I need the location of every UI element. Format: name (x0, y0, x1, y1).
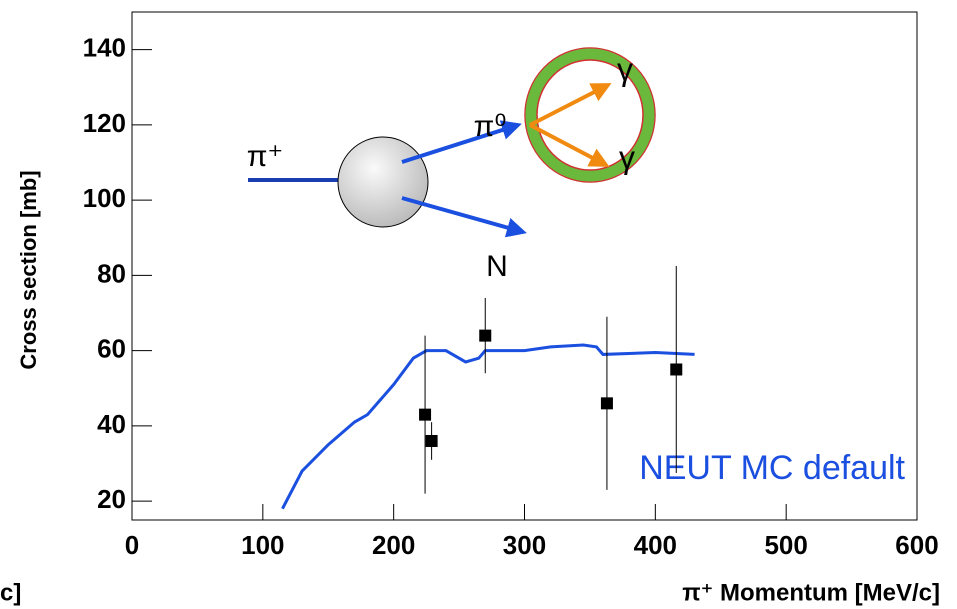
annotation: π⁰ (474, 110, 507, 143)
data-point (419, 409, 431, 421)
y-tick-label: 140 (83, 33, 126, 63)
x-tick-label: 500 (764, 530, 807, 560)
data-point (670, 363, 682, 375)
y-tick-label: 100 (83, 183, 126, 213)
y-tick-label: 80 (97, 258, 126, 288)
x-tick-label: 300 (503, 530, 546, 560)
x-tick-label: 0 (125, 530, 139, 560)
data-point (479, 330, 491, 342)
arrow (402, 198, 523, 232)
y-tick-label: 120 (83, 108, 126, 138)
y-tick-label: 40 (97, 409, 126, 439)
x-tick-label: 600 (895, 530, 938, 560)
y-tick-label: 20 (97, 484, 126, 514)
x-tick-label: 200 (372, 530, 415, 560)
plot-frame (132, 12, 917, 520)
x-axis-label: π⁺ Momentum [MeV/c] (682, 579, 940, 606)
data-point (601, 397, 613, 409)
x-tick-label: 400 (634, 530, 677, 560)
annotation: γ (617, 51, 633, 87)
y-axis-label: Cross section [mb] (16, 170, 41, 369)
annotation: c] (0, 579, 21, 606)
annotation: N (486, 250, 508, 283)
chart: π⁺ π⁰ N γ γ c] π⁺ Momentum [MeV/c] Cross… (0, 0, 957, 609)
y-tick-label: 60 (97, 334, 126, 364)
annotation: π⁺ (247, 140, 284, 173)
nucleus (338, 137, 428, 227)
line (282, 345, 694, 509)
x-tick-label: 100 (241, 530, 284, 560)
data-point (426, 435, 438, 447)
legend-label: NEUT MC default (639, 449, 905, 487)
annotation: γ (619, 139, 635, 175)
diagram: π⁺ π⁰ N γ γ (247, 48, 655, 283)
